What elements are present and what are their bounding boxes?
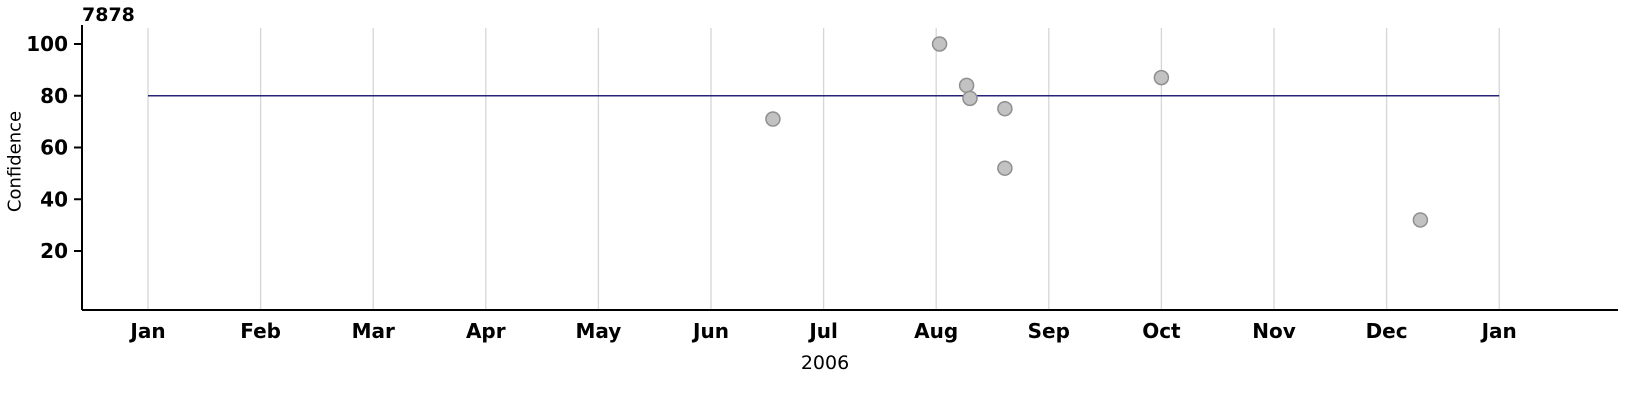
- data-point: [997, 160, 1013, 176]
- y-tick-label: 60: [40, 136, 68, 160]
- data-point: [1412, 212, 1429, 228]
- y-axis-label: Confidence: [4, 110, 26, 213]
- data-point: [1153, 69, 1170, 86]
- data-point: [997, 100, 1013, 117]
- x-tick-label: Jan: [128, 319, 165, 343]
- x-tick-label: Sep: [1028, 319, 1070, 343]
- x-tick-label: Mar: [352, 319, 395, 343]
- x-axis-label: 2006: [800, 352, 850, 374]
- data-point: [962, 90, 978, 107]
- y-tick-label: 100: [26, 32, 68, 56]
- data-point: [765, 111, 781, 127]
- x-tick-label: Jun: [691, 319, 729, 343]
- data-point: [931, 36, 948, 52]
- x-tick-label: May: [575, 319, 621, 343]
- x-tick-label: Jan: [1480, 319, 1517, 343]
- x-tick-label: Aug: [914, 319, 958, 343]
- x-tick-label: Jul: [807, 319, 838, 343]
- x-tick-label: Apr: [466, 319, 506, 343]
- y-tick-label: 40: [40, 187, 68, 211]
- x-tick-label: Oct: [1142, 319, 1181, 343]
- chart-title: 7878: [82, 4, 135, 26]
- data-point: [958, 77, 975, 94]
- x-tick-label: Nov: [1252, 319, 1296, 343]
- y-tick-label: 20: [40, 239, 68, 263]
- y-tick-label: 80: [40, 84, 68, 108]
- x-tick-label: Feb: [240, 319, 281, 343]
- x-tick-label: Dec: [1366, 319, 1408, 343]
